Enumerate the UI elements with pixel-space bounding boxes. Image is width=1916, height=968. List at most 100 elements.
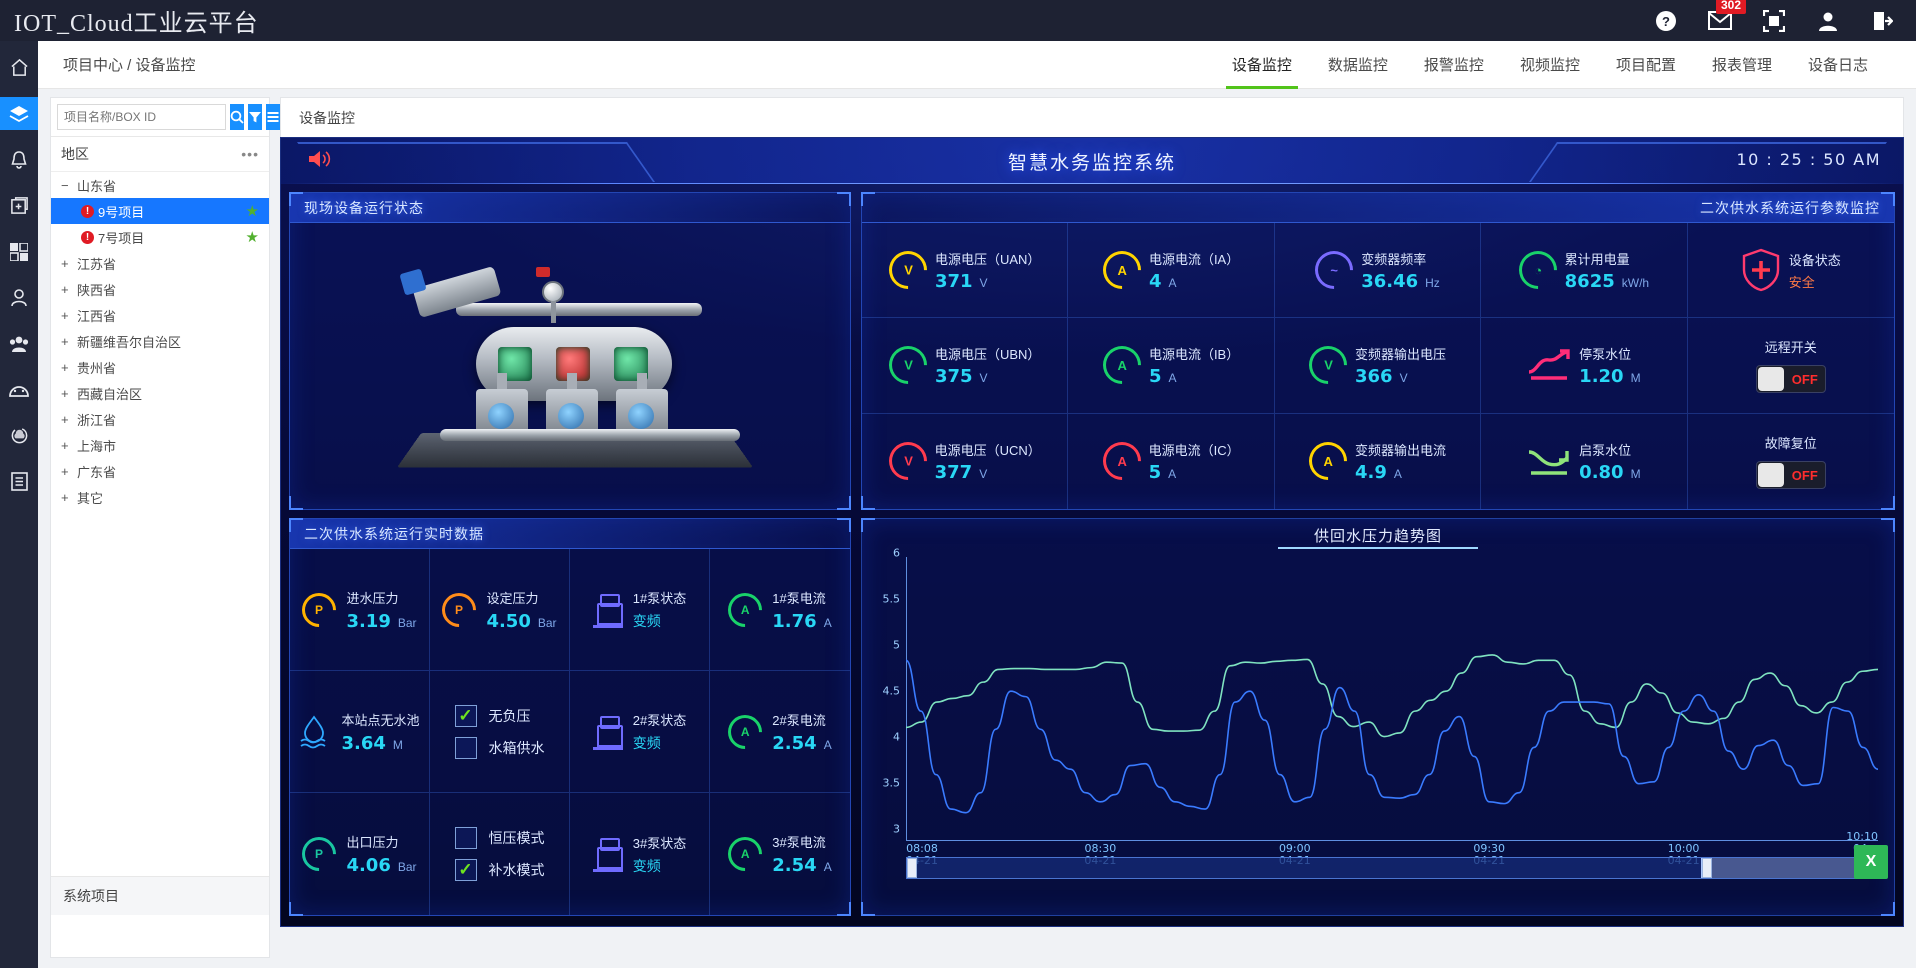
tree-node-project-7[interactable]: ! 7号项目 ★ <box>51 224 269 250</box>
search-input[interactable] <box>57 104 226 130</box>
tree-toggle[interactable]: + <box>61 489 69 505</box>
rt-no-water-pool: 本站点无水池 3.64 M <box>290 671 430 793</box>
param-inverter-output-voltage: V 变频器输出电压 366 V <box>1274 318 1482 414</box>
checkbox-unchecked-icon[interactable] <box>454 736 477 759</box>
current-gauge-icon: A <box>721 707 770 756</box>
favorite-star-icon[interactable]: ★ <box>245 229 259 246</box>
tree-node-xinjiang[interactable]: + 新疆维吾尔自治区 <box>51 328 269 354</box>
tree-toggle[interactable]: + <box>61 281 69 297</box>
sidebar: 地区 ••• − 山东省 ! 9号项目 ★ ! 7号项目 ★ + 江苏省 <box>38 89 280 968</box>
search-button[interactable] <box>230 104 244 130</box>
rail-cloud-sync-icon[interactable] <box>0 419 38 452</box>
param-label: 启泵水位 <box>1579 442 1632 458</box>
rail-home-icon[interactable] <box>0 51 38 84</box>
pump-stem <box>637 373 647 391</box>
app-title: IOT_Cloud工业云平台 <box>14 11 259 37</box>
rail-group-icon[interactable] <box>0 327 38 360</box>
parameter-panel-title: 二次供水系统运行参数监控 <box>1700 199 1880 216</box>
tree-header: 地区 ••• <box>51 137 269 172</box>
chart-series-svg <box>906 557 1878 829</box>
speaker-icon[interactable] <box>307 149 333 174</box>
tree-node-shaanxi[interactable]: + 陕西省 <box>51 276 269 302</box>
tree-toggle[interactable]: + <box>61 255 69 271</box>
rail-list-icon[interactable] <box>0 465 38 498</box>
rt-pump1-status: 1#泵状态 变频 <box>570 549 710 671</box>
sidebar-blank-area <box>51 915 269 957</box>
system-project-label[interactable]: 系统项目 <box>51 876 269 915</box>
mail-icon[interactable]: 302 <box>1708 0 1747 33</box>
rail-add-box-icon[interactable] <box>0 189 38 222</box>
checkbox-row[interactable]: ✓ 无负压 <box>454 704 545 727</box>
rt-mode-value: 变频 <box>632 613 661 629</box>
tree-toggle[interactable]: + <box>61 437 69 453</box>
tree-toggle[interactable]: − <box>61 177 69 193</box>
rt-inlet-pressure: P 进水压力 3.19 Bar <box>290 549 430 671</box>
tab-alarm-monitor[interactable]: 报警监控 <box>1423 56 1484 74</box>
rail-bell-icon[interactable] <box>0 143 38 176</box>
tree-toggle[interactable]: + <box>61 385 69 401</box>
tree-node-shandong[interactable]: − 山东省 <box>51 172 269 198</box>
toggle-knob <box>1757 367 1784 392</box>
tree-node-project-9[interactable]: ! 9号项目 ★ <box>51 198 269 224</box>
checkbox-unchecked-icon[interactable] <box>454 827 477 849</box>
rail-grid-icon[interactable] <box>0 235 38 268</box>
checkbox-row[interactable]: 水箱供水 <box>454 736 545 759</box>
tab-data-monitor[interactable]: 数据监控 <box>1327 56 1388 74</box>
help-icon[interactable]: ? <box>1654 9 1678 33</box>
chart-datazoom-slider[interactable] <box>906 857 1878 879</box>
tree-toggle[interactable]: + <box>61 333 69 349</box>
tree-node-zhejiang[interactable]: + 浙江省 <box>51 406 269 432</box>
rail-layers-icon[interactable] <box>0 97 38 130</box>
tab-project-config[interactable]: 项目配置 <box>1615 56 1676 74</box>
tree-node-jiangxi[interactable]: + 江西省 <box>51 302 269 328</box>
rt-pump1-current: A 1#泵电流 1.76 A <box>710 549 850 671</box>
slider-handle-right[interactable] <box>1702 858 1713 878</box>
checkbox-row[interactable]: 恒压模式 <box>454 827 545 849</box>
filter-button[interactable] <box>248 104 262 130</box>
tree-node-shanghai[interactable]: + 上海市 <box>51 432 269 458</box>
export-excel-button[interactable]: X <box>1854 845 1888 879</box>
rt-unit: Bar <box>397 860 417 874</box>
param-value: 4.9 <box>1354 461 1387 483</box>
tab-video-monitor[interactable]: 视频监控 <box>1519 56 1580 74</box>
checkbox-checked-icon[interactable]: ✓ <box>454 704 477 727</box>
tree-node-xizang[interactable]: + 西藏自治区 <box>51 380 269 406</box>
tree-node-guangdong[interactable]: + 广东省 <box>51 458 269 484</box>
rail-gauge-icon[interactable] <box>0 373 38 406</box>
panel-tab-device-monitor[interactable]: 设备监控 <box>280 97 1904 137</box>
menu-button[interactable] <box>266 104 280 130</box>
equipment-red-valve <box>536 267 550 277</box>
tree-node-guizhou[interactable]: + 贵州省 <box>51 354 269 380</box>
tree-toggle[interactable]: + <box>61 307 69 323</box>
tab-device-monitor[interactable]: 设备监控 <box>1214 43 1310 89</box>
param-stop-pump-level: 停泵水位 1.20 M <box>1481 318 1688 414</box>
slider-track-rest <box>1702 858 1877 878</box>
tree-more-icon[interactable]: ••• <box>241 146 259 162</box>
tree-node-jiangsu[interactable]: + 江苏省 <box>51 250 269 276</box>
equipment-gauge-stem <box>551 301 556 323</box>
voltage-gauge-icon: V <box>881 243 935 298</box>
slider-handle-left[interactable] <box>907 858 917 878</box>
pressure-set-gauge-icon: P <box>435 585 484 634</box>
equipment-pressure-gauge <box>542 281 564 303</box>
tree-toggle[interactable]: + <box>61 463 69 479</box>
tree-toggle[interactable]: + <box>61 411 69 427</box>
tree-node-other[interactable]: + 其它 <box>51 484 269 510</box>
tab-report-manage[interactable]: 报表管理 <box>1711 56 1772 74</box>
param-unit: A <box>1168 466 1177 481</box>
user-icon[interactable] <box>1816 9 1840 33</box>
rt-unit: A <box>823 615 832 630</box>
param-label: 电源电流（IB） <box>1148 346 1240 362</box>
favorite-star-icon[interactable]: ★ <box>245 203 259 220</box>
param-value: 36.46 <box>1361 270 1419 292</box>
rail-user-icon[interactable] <box>0 281 38 314</box>
fault-reset-toggle[interactable]: OFF <box>1755 461 1826 490</box>
tab-device-log[interactable]: 设备日志 <box>1807 56 1868 74</box>
logout-icon[interactable] <box>1870 9 1894 33</box>
fullscreen-icon[interactable] <box>1762 9 1786 33</box>
tree-toggle[interactable]: + <box>61 359 69 375</box>
remote-switch-toggle[interactable]: OFF <box>1755 365 1826 394</box>
svg-text:?: ? <box>1662 14 1670 29</box>
checkbox-checked-icon[interactable]: ✓ <box>454 859 477 881</box>
checkbox-row[interactable]: ✓ 补水模式 <box>454 859 545 881</box>
